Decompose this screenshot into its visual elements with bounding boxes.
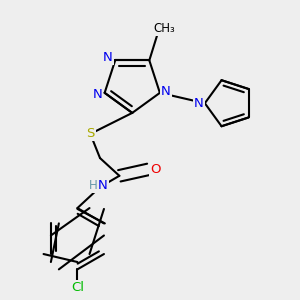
Text: S: S <box>86 128 94 140</box>
Text: O: O <box>150 163 161 176</box>
Text: CH₃: CH₃ <box>153 22 175 35</box>
Text: N: N <box>93 88 102 101</box>
Text: N: N <box>161 85 171 98</box>
Text: N: N <box>98 179 107 192</box>
Text: H: H <box>88 179 97 192</box>
Text: N: N <box>194 97 204 110</box>
Text: N: N <box>103 51 113 64</box>
Text: Cl: Cl <box>71 280 84 294</box>
